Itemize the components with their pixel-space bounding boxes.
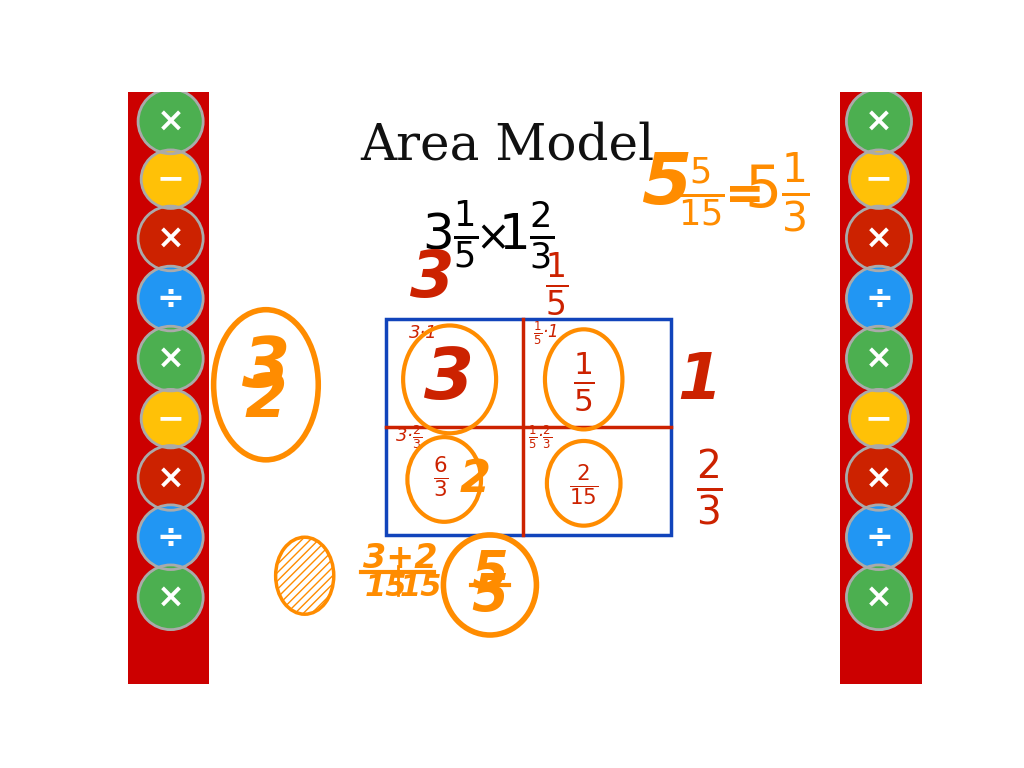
Text: 3: 3: [242, 334, 290, 402]
Circle shape: [138, 445, 203, 510]
Text: ÷: ÷: [157, 282, 184, 315]
Text: $\frac{1}{5}$: $\frac{1}{5}$: [572, 349, 595, 412]
Text: $\frac{1}{5}$·$\frac{2}{3}$: $\frac{1}{5}$·$\frac{2}{3}$: [528, 423, 552, 451]
Text: ÷: ÷: [157, 521, 184, 554]
Text: 3: 3: [411, 248, 455, 310]
Text: −: −: [865, 163, 893, 196]
Text: $\frac{2}{15}$: $\frac{2}{15}$: [569, 462, 598, 508]
Text: $3\frac{1}{5}$: $3\frac{1}{5}$: [422, 200, 477, 271]
Circle shape: [138, 89, 203, 154]
Circle shape: [847, 206, 911, 271]
Text: ×: ×: [157, 342, 184, 375]
Circle shape: [141, 150, 200, 208]
Text: $\frac{6}{3}$: $\frac{6}{3}$: [433, 455, 449, 500]
Bar: [841, 92, 922, 684]
Text: ×: ×: [865, 342, 893, 375]
Circle shape: [847, 565, 911, 630]
Circle shape: [138, 266, 203, 331]
Text: $\frac{2}{3}$: $\frac{2}{3}$: [696, 447, 723, 528]
Text: $5\frac{1}{3}$: $5\frac{1}{3}$: [744, 151, 809, 234]
Text: $\frac{5}{15}$: $\frac{5}{15}$: [678, 156, 725, 229]
Text: ×: ×: [865, 581, 893, 614]
Text: Area Model: Area Model: [360, 121, 654, 170]
Text: 5: 5: [641, 150, 691, 219]
Text: −: −: [157, 402, 184, 435]
Text: ÷: ÷: [865, 282, 893, 315]
Text: =: =: [725, 174, 764, 220]
Circle shape: [847, 445, 911, 510]
Circle shape: [141, 389, 200, 448]
Text: 3·1: 3·1: [409, 324, 437, 343]
Circle shape: [850, 150, 908, 208]
Text: ×: ×: [865, 462, 893, 495]
Bar: [386, 319, 671, 535]
Circle shape: [847, 266, 911, 331]
Text: ×: ×: [157, 105, 184, 138]
Text: ×: ×: [157, 581, 184, 614]
Text: $\times$: $\times$: [475, 216, 506, 258]
Circle shape: [138, 505, 203, 570]
Circle shape: [850, 389, 908, 448]
Text: $\frac{1}{5}$: $\frac{1}{5}$: [545, 250, 568, 319]
Circle shape: [138, 326, 203, 391]
Text: 5: 5: [471, 548, 508, 600]
Text: 2: 2: [460, 458, 490, 501]
Circle shape: [847, 89, 911, 154]
Text: $\frac{1}{5}$·1: $\frac{1}{5}$·1: [532, 319, 557, 347]
Text: −: −: [157, 163, 184, 196]
Text: −: −: [865, 402, 893, 435]
Text: ×: ×: [865, 105, 893, 138]
Text: $1\frac{2}{3}$: $1\frac{2}{3}$: [498, 200, 554, 271]
Text: ×: ×: [865, 222, 893, 255]
Text: ×: ×: [157, 222, 184, 255]
Text: 3+2: 3+2: [362, 542, 437, 575]
Text: 2: 2: [245, 371, 287, 429]
Circle shape: [138, 206, 203, 271]
Circle shape: [847, 505, 911, 570]
Text: ×: ×: [157, 462, 184, 495]
Text: 3·$\frac{2}{3}$: 3·$\frac{2}{3}$: [395, 423, 423, 451]
Text: 1: 1: [678, 350, 722, 412]
Text: ÷: ÷: [865, 521, 893, 554]
Text: 5: 5: [471, 571, 508, 624]
Circle shape: [847, 326, 911, 391]
Bar: [128, 92, 209, 684]
Text: 15: 15: [365, 573, 407, 602]
Circle shape: [138, 565, 203, 630]
Text: 3: 3: [425, 345, 475, 414]
Text: 15: 15: [399, 573, 441, 602]
